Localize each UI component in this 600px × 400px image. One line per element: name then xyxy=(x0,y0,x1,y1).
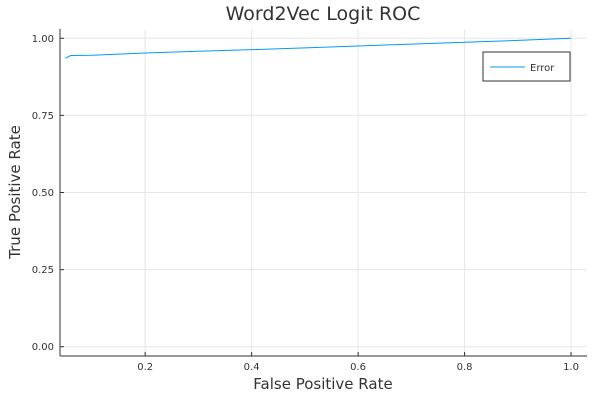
legend: Error xyxy=(482,51,571,82)
y-tick-label: 0.25 xyxy=(32,265,54,276)
y-tick-label: 0.50 xyxy=(32,188,54,199)
series-line-error xyxy=(65,37,572,59)
x-tick-label: 0.6 xyxy=(350,362,366,373)
y-ticks: 0.00 0.25 0.50 0.75 1.00 xyxy=(32,34,64,353)
chart-title: Word2Vec Logit ROC xyxy=(226,3,421,25)
x-axis-label: False Positive Rate xyxy=(253,375,392,393)
y-tick-label: 0.75 xyxy=(32,111,54,122)
y-axis-label: True Positive Rate xyxy=(6,125,24,260)
x-tick-label: 0.2 xyxy=(137,362,153,373)
series-layer xyxy=(65,37,572,59)
y-tick-label: 0.00 xyxy=(32,342,54,353)
y-tick-label: 1.00 xyxy=(32,34,54,45)
x-ticks: 0.2 0.4 0.6 0.8 1.0 xyxy=(137,352,579,373)
grid xyxy=(60,29,587,356)
x-tick-label: 0.8 xyxy=(457,362,473,373)
x-tick-label: 1.0 xyxy=(563,362,579,373)
x-tick-label: 0.4 xyxy=(244,362,260,373)
legend-label-error: Error xyxy=(530,63,555,74)
